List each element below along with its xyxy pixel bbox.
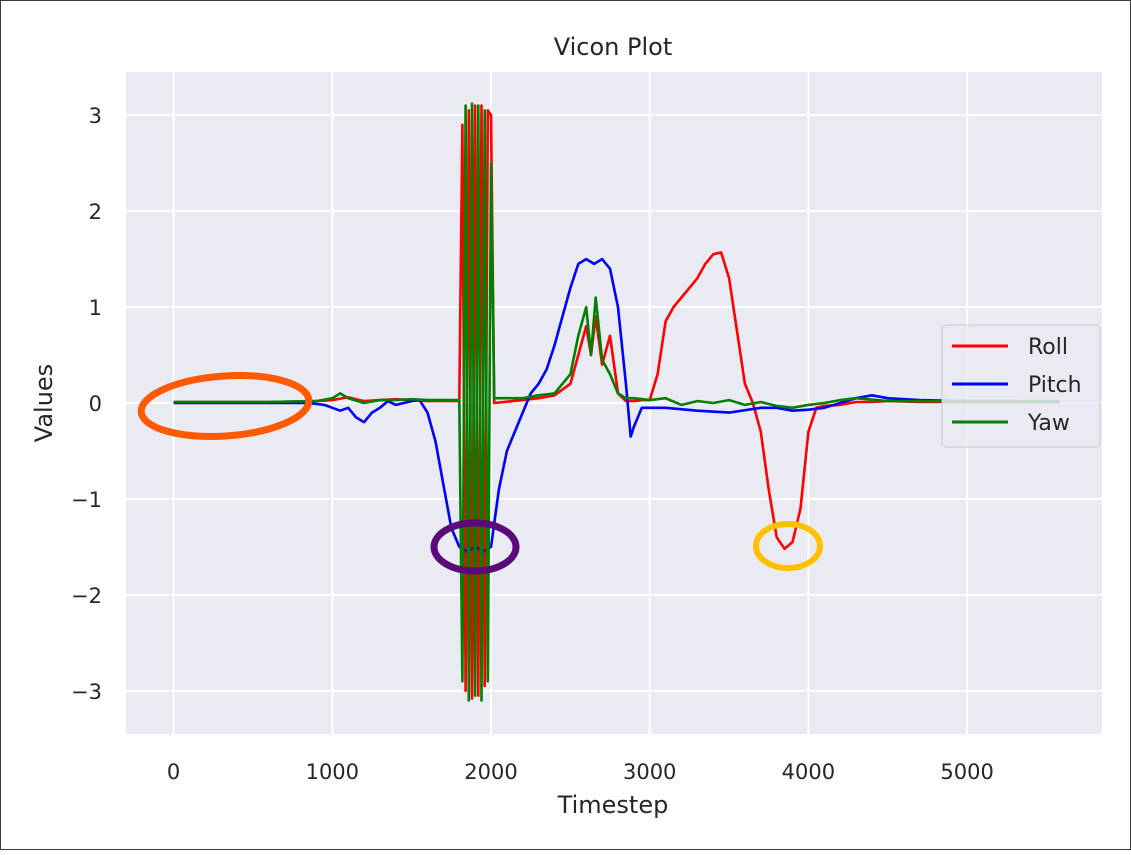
y-tick-label: 2	[89, 200, 102, 224]
legend-label-yaw: Yaw	[1027, 411, 1070, 436]
series-line-yaw	[173, 102, 1060, 702]
annotation-circle-purple	[430, 519, 520, 575]
legend-label-roll: Roll	[1028, 335, 1068, 360]
x-axis-label: Timestep	[557, 791, 669, 819]
chart-title: Vicon Plot	[554, 33, 673, 61]
legend: Roll Pitch Yaw	[941, 324, 1101, 448]
x-tick-label: 2000	[464, 760, 517, 784]
legend-box	[941, 324, 1101, 448]
y-tick-label: −1	[71, 488, 102, 512]
y-tick-labels: 3 2 1 0 −1 −2 −3	[71, 104, 102, 704]
y-tick-label: 3	[89, 104, 102, 128]
y-axis-label: Values	[30, 364, 58, 442]
x-tick-label: 4000	[782, 760, 835, 784]
series-lines	[173, 102, 1060, 702]
y-tick-label: 1	[89, 296, 102, 320]
y-tick-label: −2	[71, 584, 102, 608]
x-tick-label: 0	[167, 760, 180, 784]
series-line-pitch	[173, 257, 1060, 554]
y-tick-label: 0	[89, 392, 102, 416]
x-tick-label: 3000	[623, 760, 676, 784]
x-tick-labels: 0 1000 2000 3000 4000 5000	[167, 760, 994, 784]
x-tick-label: 5000	[940, 760, 993, 784]
annotation-circle-orange	[137, 372, 313, 440]
x-tick-label: 1000	[306, 760, 359, 784]
annotation-circle-yellow	[753, 521, 823, 571]
legend-label-pitch: Pitch	[1028, 373, 1082, 398]
y-tick-label: −3	[71, 680, 102, 704]
